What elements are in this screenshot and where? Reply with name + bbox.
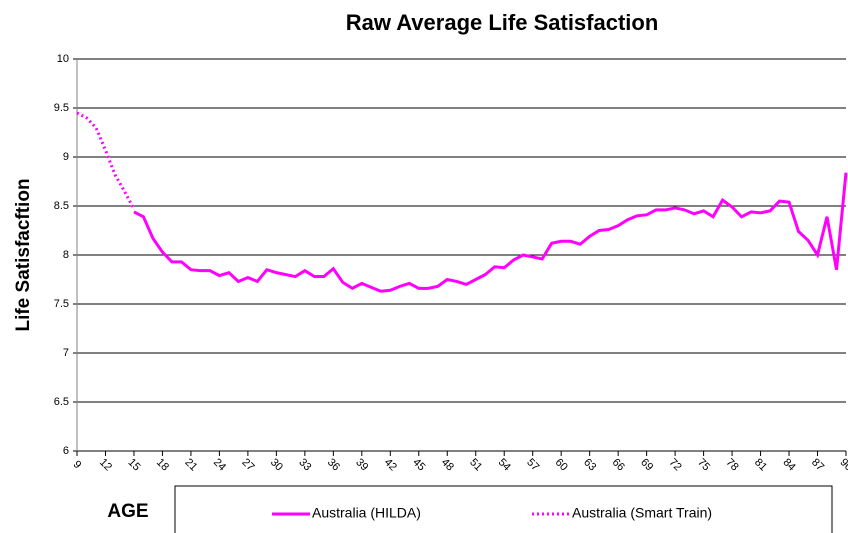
y-tick-label: 7 [63, 347, 69, 359]
y-tick-label: 8.5 [54, 200, 69, 212]
x-tick-label: 63 [581, 456, 598, 473]
x-tick-label: 15 [125, 456, 142, 473]
x-tick-label: 48 [439, 456, 456, 473]
x-tick-label: 27 [239, 456, 256, 473]
x-tick-label: 81 [752, 456, 769, 473]
x-tick-label: 60 [553, 456, 570, 473]
legend-label: Australia (Smart Train) [572, 505, 712, 521]
x-tick-label: 87 [809, 456, 826, 473]
x-tick-label: 39 [353, 456, 370, 473]
x-tick-label: 9 [71, 459, 84, 472]
x-tick-label: 36 [325, 456, 342, 473]
x-tick-label: 69 [638, 456, 655, 473]
x-tick-label: 42 [382, 456, 399, 473]
x-tick-label: 33 [296, 456, 313, 473]
x-tick-label: 75 [695, 456, 712, 473]
y-tick-label: 9.5 [54, 102, 69, 114]
x-tick-label: 45 [410, 456, 427, 473]
x-tick-label: 21 [182, 456, 199, 473]
x-tick-label: 90 [837, 456, 848, 473]
y-tick-label: 6.5 [54, 396, 69, 408]
x-tick-label: 18 [154, 456, 171, 473]
x-tick-label: 78 [724, 456, 741, 473]
y-axis-label: Life Satisfacftion [13, 178, 34, 331]
x-tick-label: 54 [496, 456, 513, 473]
y-tick-label: 7.5 [54, 298, 69, 310]
x-tick-label: 30 [268, 456, 285, 473]
x-tick-label: 66 [610, 456, 627, 473]
chart-title: Raw Average Life Satisfaction [346, 10, 659, 35]
legend-box [174, 485, 833, 533]
x-tick-label: 84 [781, 456, 798, 473]
x-axis-label: AGE [107, 501, 148, 522]
y-tick-label: 9 [63, 151, 69, 163]
legend-label: Australia (HILDA) [312, 505, 421, 521]
y-tick-label: 6 [63, 445, 69, 457]
y-tick-label: 8 [63, 249, 69, 261]
x-tick-label: 12 [97, 456, 114, 473]
y-tick-label: 10 [57, 53, 69, 65]
series-line [76, 111, 136, 210]
series-line [133, 172, 848, 293]
x-tick-label: 51 [467, 456, 484, 473]
x-tick-label: 57 [524, 456, 541, 473]
x-tick-label: 24 [211, 456, 228, 473]
x-tick-label: 72 [667, 456, 684, 473]
